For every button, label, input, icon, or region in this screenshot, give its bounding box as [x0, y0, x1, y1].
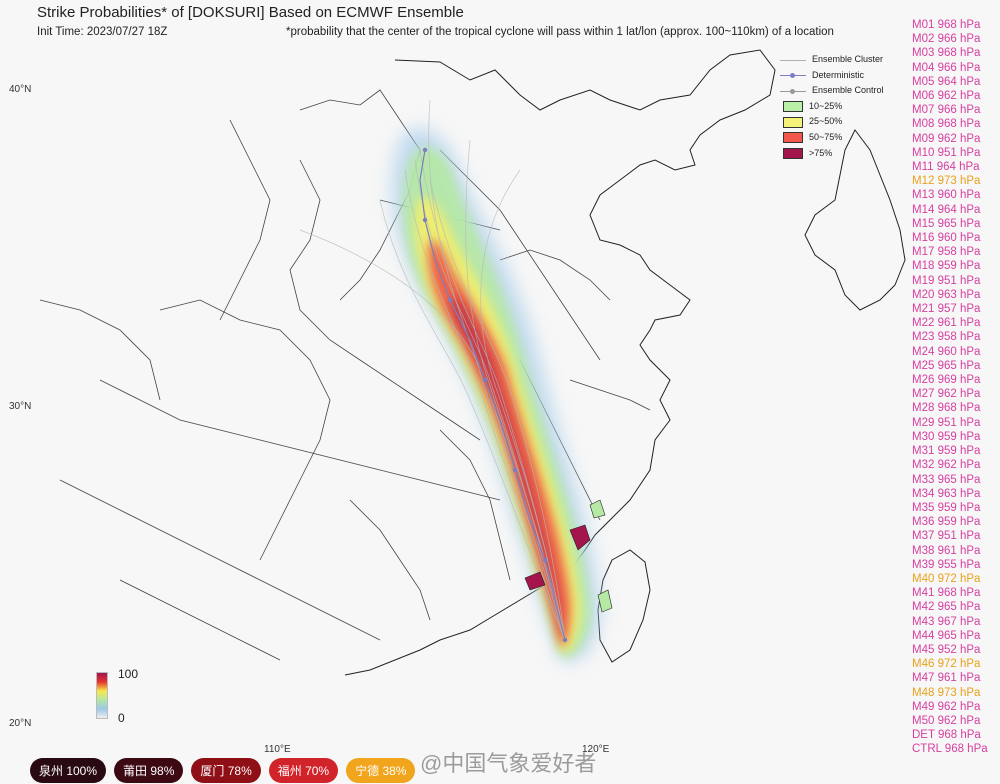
ensemble-member-list: M01 968 hPa M02 966 hPa M03 968 hPa M04 966…	[912, 18, 988, 757]
member-entry: M17 958 hPa	[912, 246, 981, 259]
city-probability-badges: 泉州 100% 莆田 98% 厦门 78% 福州 70% 宁德 38%	[30, 758, 416, 783]
member-entry: M08 968 hPa	[912, 118, 981, 131]
member-entry: M31 959 hPa	[912, 445, 981, 458]
member-entry: M36 959 hPa	[912, 516, 981, 529]
watermark: @中国气象爱好者	[420, 751, 597, 776]
legend-label: Deterministic	[812, 69, 865, 80]
member-entry: M18 959 hPa	[912, 260, 981, 273]
member-entry: DET 968 hPa	[912, 729, 981, 742]
legend-item: 25~50%	[780, 114, 884, 130]
city-badge: 泉州 100%	[30, 758, 107, 783]
legend-symbol	[783, 147, 803, 159]
member-entry: M21 957 hPa	[912, 303, 981, 316]
coastal-city-marks	[524, 499, 613, 613]
member-entry: M37 951 hPa	[912, 530, 981, 543]
member-entry: M50 962 hPa	[912, 714, 981, 727]
member-entry: M23 958 hPa	[912, 331, 981, 344]
member-entry: M32 962 hPa	[912, 459, 981, 472]
legend-symbol	[780, 88, 806, 94]
city-badge: 厦门 78%	[191, 758, 261, 783]
map-title: Strike Probabilities* of [DOKSURI] Based…	[37, 4, 464, 21]
member-entry: M03 968 hPa	[912, 47, 981, 60]
member-entry: M15 965 hPa	[912, 217, 981, 230]
member-entry: M39 955 hPa	[912, 558, 981, 571]
lat-label-30: 30°N	[9, 401, 32, 412]
legend-label: Ensemble Control	[812, 85, 884, 96]
member-entry: M26 969 hPa	[912, 374, 981, 387]
member-entry: M01 968 hPa	[912, 19, 981, 31]
deterministic-markers	[422, 147, 568, 643]
legend-item: 10~25%	[780, 99, 884, 115]
member-entry: M04 966 hPa	[912, 61, 981, 74]
legend-label: 25~50%	[809, 116, 843, 127]
member-entry: M11 964 hPa	[912, 161, 980, 174]
city-badge: 莆田 98%	[114, 758, 184, 783]
legend-item: 50~75%	[780, 130, 884, 146]
lat-label-20: 20°N	[9, 718, 32, 729]
member-entry: M25 965 hPa	[912, 359, 981, 372]
legend-symbol	[780, 73, 806, 79]
legend-item: Ensemble Cluster	[780, 52, 884, 68]
member-entry: M12 973 hPa	[912, 175, 981, 188]
legend-label: >75%	[809, 147, 833, 158]
member-entry: M45 952 hPa	[912, 643, 981, 656]
member-entry: M34 963 hPa	[912, 487, 981, 500]
legend-symbol	[783, 101, 803, 113]
member-entry: M22 961 hPa	[912, 317, 981, 330]
colorbar-min-label: 0	[118, 711, 125, 725]
city-badge: 宁德 38%	[346, 758, 416, 783]
member-entry: M14 964 hPa	[912, 203, 981, 216]
member-entry: M41 968 hPa	[912, 587, 981, 600]
legend-item: Ensemble Control	[780, 83, 884, 99]
colorbar-max-label: 100	[118, 667, 139, 681]
lon-label-110: 110°E	[264, 744, 291, 755]
legend-symbol	[783, 116, 803, 128]
member-entry: M44 965 hPa	[912, 629, 981, 642]
member-entry: M30 959 hPa	[912, 430, 981, 443]
legend-label: 10~25%	[809, 100, 843, 111]
member-entry: M48 973 hPa	[912, 686, 981, 699]
lon-label-120: 120°E	[582, 744, 610, 755]
legend-label: Ensemble Cluster	[812, 54, 884, 64]
member-entry: M47 961 hPa	[912, 672, 981, 685]
probability-swath	[391, 127, 601, 662]
init-time: Init Time: 2023/07/27 18Z	[37, 26, 168, 38]
map-legend: Ensemble Cluster Deterministic Ensemble Co…	[780, 52, 884, 161]
probability-colorbar	[96, 672, 108, 719]
member-entry: M19 951 hPa	[912, 274, 981, 287]
member-entry: M33 965 hPa	[912, 473, 981, 486]
member-entry: M06 962 hPa	[912, 90, 981, 103]
city-badge: 福州 70%	[268, 758, 339, 783]
member-entry: M02 966 hPa	[912, 33, 981, 46]
member-entry: M40 972 hPa	[912, 572, 981, 585]
member-entry: M29 951 hPa	[912, 416, 981, 429]
member-entry: M27 962 hPa	[912, 388, 981, 401]
legend-item: Deterministic	[780, 68, 884, 84]
member-entry: M16 960 hPa	[912, 232, 981, 245]
member-entry: CTRL 968 hPa	[912, 743, 988, 756]
member-entry: M24 960 hPa	[912, 345, 981, 358]
member-entry: M05 964 hPa	[912, 75, 981, 88]
member-entry: M42 965 hPa	[912, 601, 981, 614]
legend-symbol	[780, 59, 806, 61]
legend-item: >75%	[780, 146, 884, 162]
member-entry: M20 963 hPa	[912, 288, 981, 301]
strike-probability-map	[39, 49, 906, 676]
member-entry: M28 968 hPa	[912, 402, 981, 415]
member-entry: M46 972 hPa	[912, 658, 981, 671]
member-entry: M38 961 hPa	[912, 544, 981, 557]
legend-symbol	[783, 132, 803, 144]
member-entry: M43 967 hPa	[912, 615, 981, 628]
member-entry: M10 951 hPa	[912, 146, 981, 159]
member-entry: M13 960 hPa	[912, 189, 981, 202]
member-entry: M07 966 hPa	[912, 104, 981, 117]
member-entry: M49 962 hPa	[912, 700, 981, 713]
probability-footnote: *probability that the center of the trop…	[286, 26, 834, 38]
lat-label-40: 40°N	[9, 84, 32, 95]
legend-label: 50~75%	[809, 131, 843, 142]
member-entry: M09 962 hPa	[912, 132, 981, 145]
member-entry: M35 959 hPa	[912, 501, 981, 514]
